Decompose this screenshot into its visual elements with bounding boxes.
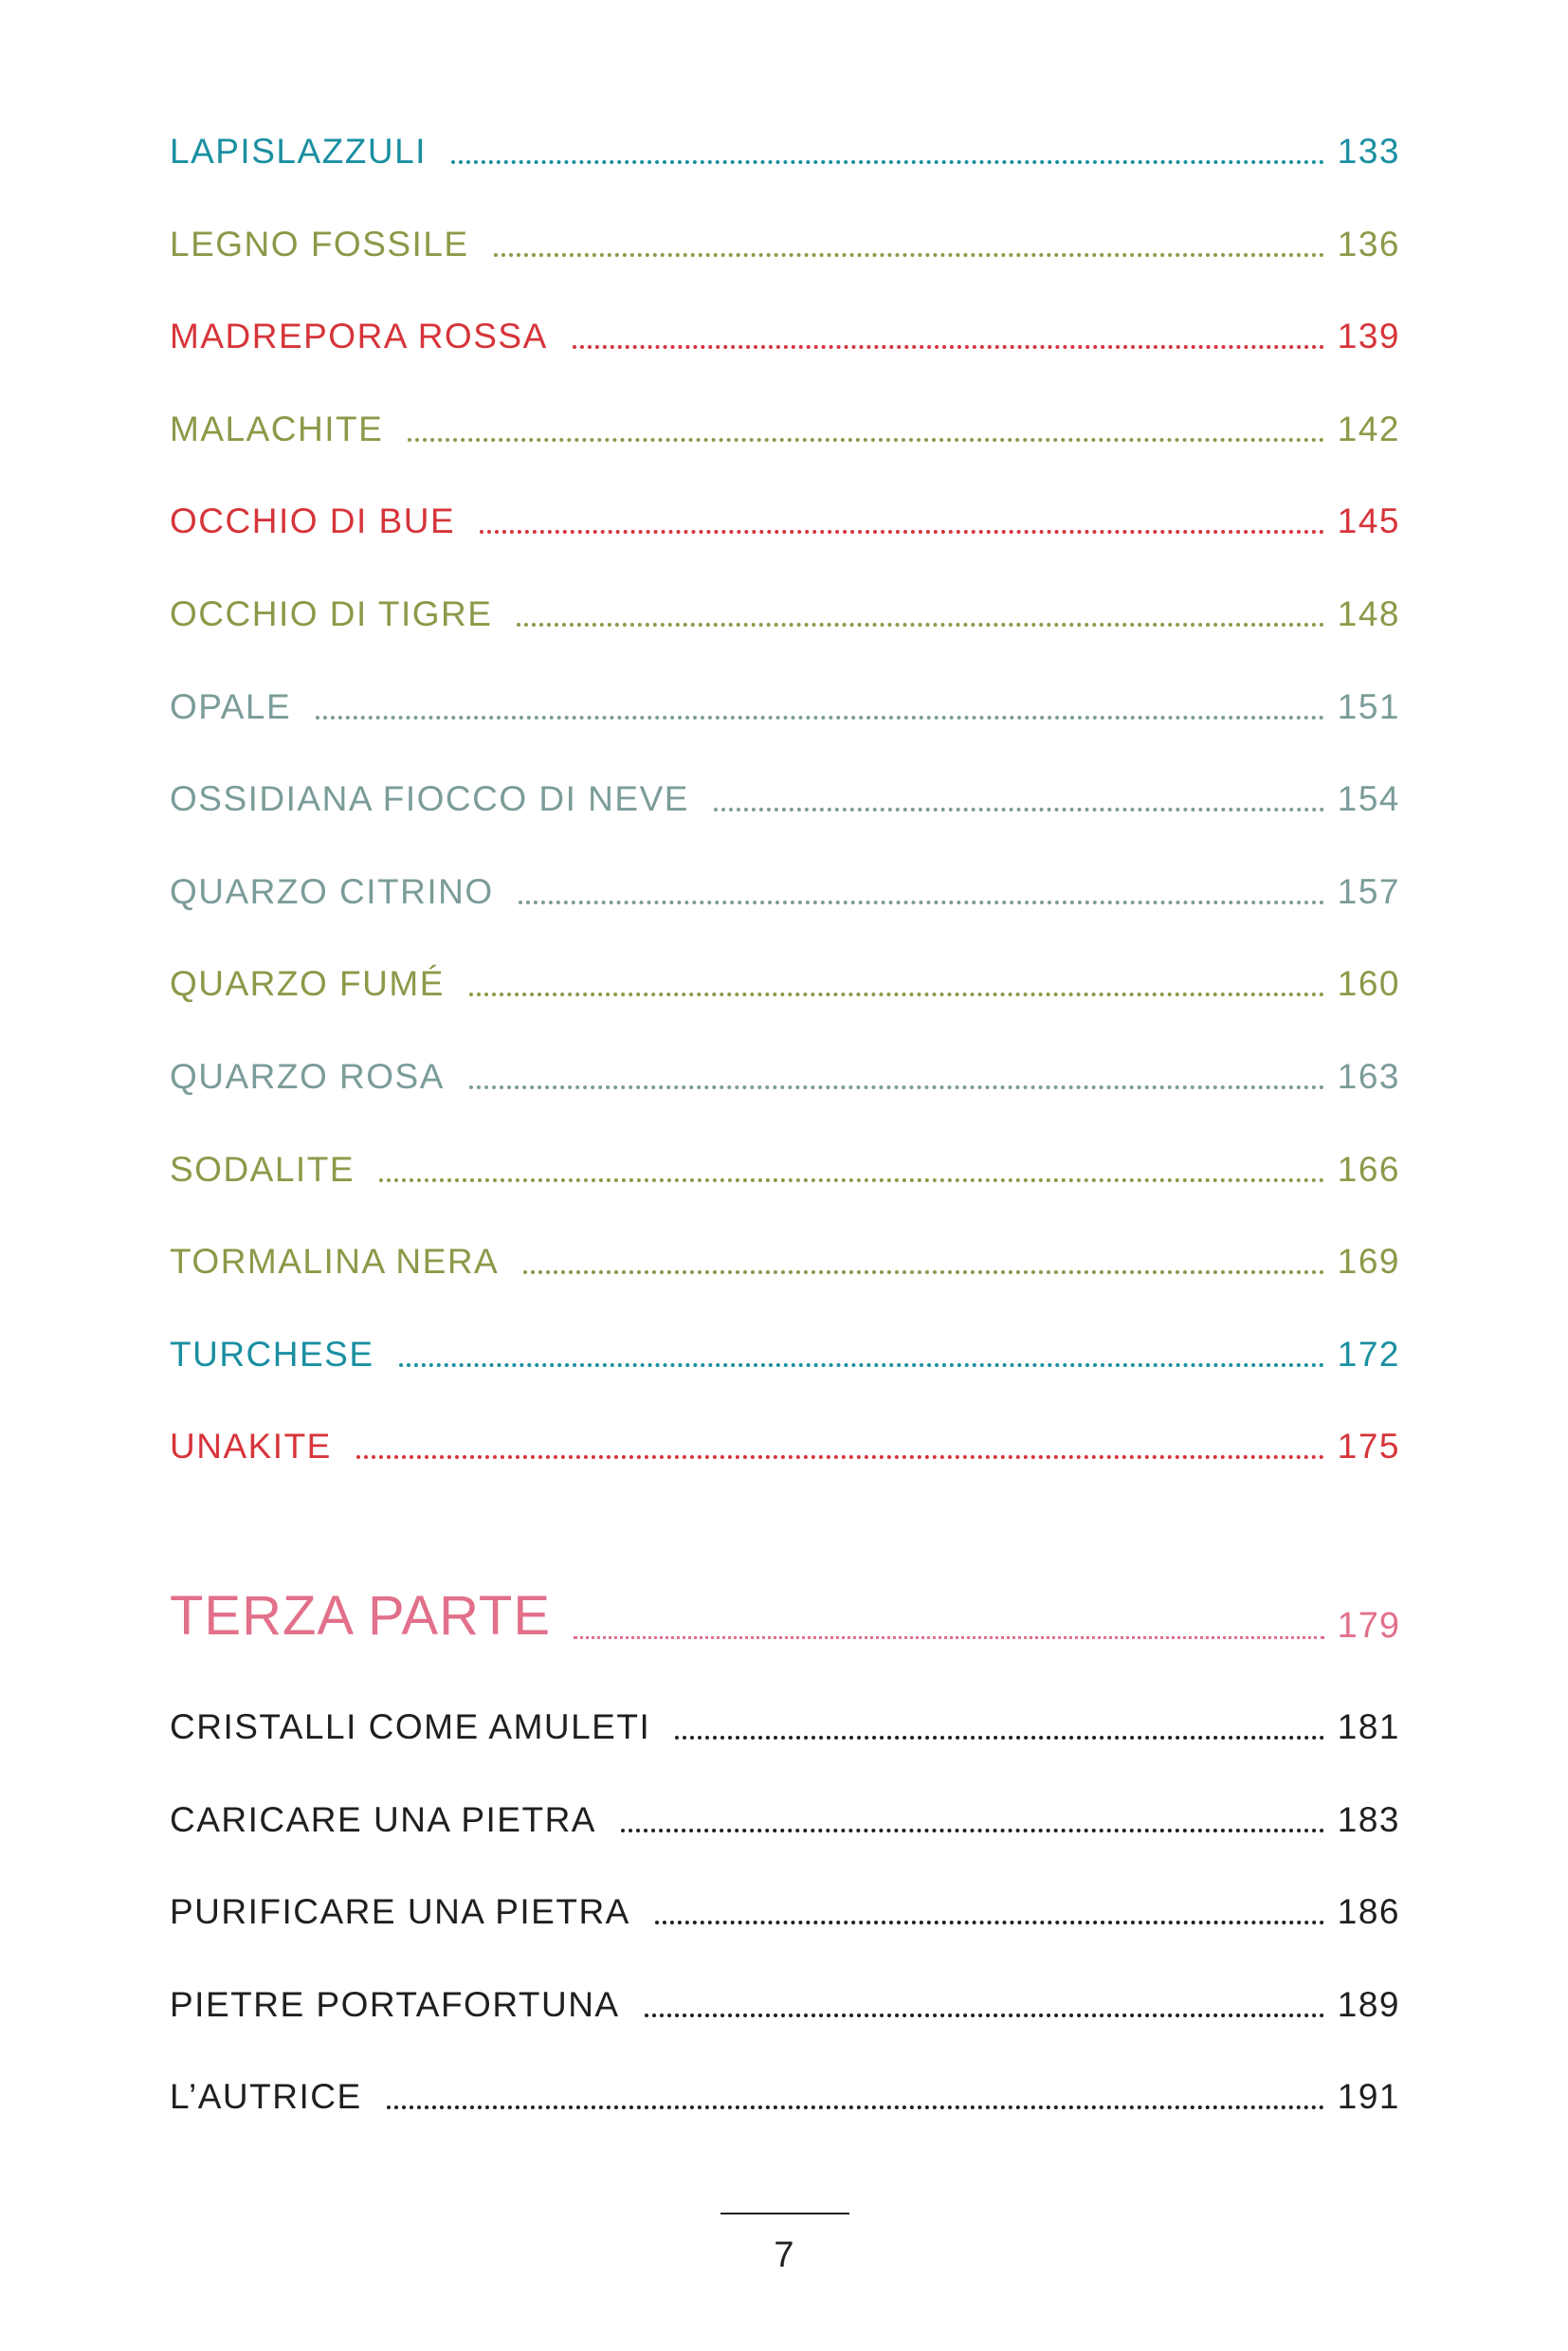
entry-title: TORMALINA NERA <box>170 1242 500 1282</box>
entry-page: 169 <box>1337 1242 1400 1282</box>
entry-page: 157 <box>1337 871 1400 911</box>
dot-leader <box>379 1177 1324 1182</box>
section-heading[interactable]: TERZA PARTE 179 <box>170 1589 1400 1646</box>
entry-page: 160 <box>1337 964 1400 1004</box>
entry-page: 145 <box>1337 501 1400 541</box>
entry-title: QUARZO FUMÉ <box>170 964 445 1004</box>
toc-entry[interactable]: SODALITE 166 <box>170 1139 1400 1187</box>
entry-page: 133 <box>1337 132 1400 171</box>
dot-leader <box>386 2105 1324 2110</box>
dot-leader <box>480 530 1324 535</box>
entry-title: CRISTALLI COME AMULETI <box>170 1707 651 1746</box>
entry-page: 186 <box>1337 1892 1400 1932</box>
toc-entry[interactable]: OCCHIO DI TIGRE 148 <box>170 584 1400 631</box>
dot-leader <box>574 1636 1324 1639</box>
entry-page: 172 <box>1337 1334 1400 1374</box>
entry-title: OCCHIO DI BUE <box>170 501 456 541</box>
entry-page: 166 <box>1337 1149 1400 1189</box>
dot-leader <box>713 808 1324 812</box>
dot-leader <box>316 715 1324 720</box>
entry-title: L’AUTRICE <box>170 2077 362 2117</box>
entry-title: OSSIDIANA FIOCCO DI NEVE <box>170 779 689 819</box>
dot-leader <box>644 2013 1324 2017</box>
dot-leader <box>654 1921 1324 1925</box>
dot-leader <box>675 1736 1324 1740</box>
entry-title: OPALE <box>170 686 292 726</box>
dot-leader <box>517 623 1324 627</box>
entry-title: TERZA PARTE <box>170 1585 552 1647</box>
dot-leader <box>518 900 1324 904</box>
toc-entry[interactable]: TURCHESE 172 <box>170 1324 1400 1372</box>
entry-page: 139 <box>1337 317 1400 356</box>
entry-page: 189 <box>1337 1984 1400 2024</box>
page-number: 7 <box>774 2235 794 2275</box>
entry-title: QUARZO ROSA <box>170 1057 445 1096</box>
entry-page: 175 <box>1337 1427 1400 1467</box>
toc-entry[interactable]: QUARZO CITRINO 157 <box>170 862 1400 909</box>
entry-page: 136 <box>1337 224 1400 264</box>
entry-title: UNAKITE <box>170 1427 332 1467</box>
dot-leader <box>468 993 1324 997</box>
toc-entry[interactable]: PIETRE PORTAFORTUNA 189 <box>170 1975 1400 2022</box>
entry-page: 154 <box>1337 779 1400 819</box>
entry-page: 163 <box>1337 1057 1400 1096</box>
toc-entry[interactable]: QUARZO ROSA 163 <box>170 1047 1400 1094</box>
entry-page: 179 <box>1337 1606 1400 1646</box>
toc-entry[interactable]: MADREPORA ROSSA 139 <box>170 306 1400 354</box>
entry-title: LEGNO FOSSILE <box>170 224 469 264</box>
toc-entry[interactable]: QUARZO FUMÉ 160 <box>170 954 1400 1001</box>
entry-title: TURCHESE <box>170 1334 374 1374</box>
dot-leader <box>572 345 1324 350</box>
dot-leader <box>468 1085 1324 1089</box>
entry-title: MALACHITE <box>170 409 384 448</box>
entry-title: MADREPORA ROSSA <box>170 317 548 356</box>
entry-page: 142 <box>1337 409 1400 448</box>
toc-entry[interactable]: CRISTALLI COME AMULETI 181 <box>170 1697 1400 1744</box>
entry-title: PIETRE PORTAFORTUNA <box>170 1984 620 2024</box>
entry-title: OCCHIO DI TIGRE <box>170 594 493 633</box>
dot-leader <box>493 252 1324 257</box>
entry-title: QUARZO CITRINO <box>170 871 494 911</box>
footer-divider <box>720 2213 849 2214</box>
toc-entry[interactable]: OCCHIO DI BUE 145 <box>170 491 1400 538</box>
toc-entry[interactable]: LAPISLAZZULI 133 <box>170 121 1400 169</box>
entry-page: 183 <box>1337 1799 1400 1839</box>
toc-entry[interactable]: CARICARE UNA PIETRA 183 <box>170 1790 1400 1837</box>
toc-entry[interactable]: TORMALINA NERA 169 <box>170 1231 1400 1279</box>
entry-page: 148 <box>1337 594 1400 633</box>
entry-page: 181 <box>1337 1707 1400 1746</box>
toc-entry[interactable]: LEGNO FOSSILE 136 <box>170 214 1400 262</box>
toc-entry[interactable]: L’AUTRICE 191 <box>170 2067 1400 2114</box>
entry-title: LAPISLAZZULI <box>170 132 427 171</box>
entry-page: 191 <box>1337 2077 1400 2117</box>
toc-entry[interactable]: MALACHITE 142 <box>170 399 1400 447</box>
toc-entry[interactable]: OPALE 151 <box>170 677 1400 724</box>
dot-leader <box>398 1362 1324 1367</box>
toc-entry[interactable]: UNAKITE 175 <box>170 1416 1400 1464</box>
toc-entry[interactable]: PURIFICARE UNA PIETRA 186 <box>170 1882 1400 1929</box>
entry-title: CARICARE UNA PIETRA <box>170 1799 596 1839</box>
dot-leader <box>620 1828 1324 1832</box>
toc-entry[interactable]: OSSIDIANA FIOCCO DI NEVE 154 <box>170 769 1400 816</box>
dot-leader <box>450 160 1324 164</box>
entry-title: PURIFICARE UNA PIETRA <box>170 1892 630 1932</box>
dot-leader <box>356 1455 1324 1460</box>
entry-page: 151 <box>1337 686 1400 726</box>
dot-leader <box>523 1270 1324 1275</box>
entry-title: SODALITE <box>170 1149 355 1189</box>
dot-leader <box>408 437 1324 442</box>
